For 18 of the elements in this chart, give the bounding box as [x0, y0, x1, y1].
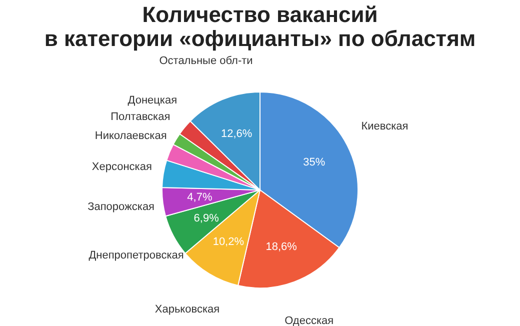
data-label: 12,6%: [220, 128, 252, 140]
slice-label: Харьковская: [154, 304, 220, 316]
data-label: 10,2%: [212, 236, 244, 248]
slice-label: Одесская: [284, 315, 334, 326]
slice-label: Остальные обл-ти: [159, 54, 253, 67]
data-label: 6,9%: [194, 212, 220, 224]
data-label: 18,6%: [266, 240, 298, 253]
data-label: 35%: [303, 156, 326, 168]
slice-label: Николаевская: [94, 130, 167, 142]
data-label: 4,7%: [187, 191, 212, 204]
slice-label: Днепропетровская: [88, 250, 184, 262]
text: Количество вакансий: [142, 2, 378, 27]
slice-label: Херсонская: [92, 160, 152, 173]
slice-label: Запорожская: [88, 201, 155, 214]
text: в категории «официанты» по областям: [44, 26, 476, 51]
slice-label: Донецкая: [128, 94, 178, 106]
slice-label: Киевская: [361, 120, 408, 132]
slice-label: Полтавская: [110, 111, 170, 124]
